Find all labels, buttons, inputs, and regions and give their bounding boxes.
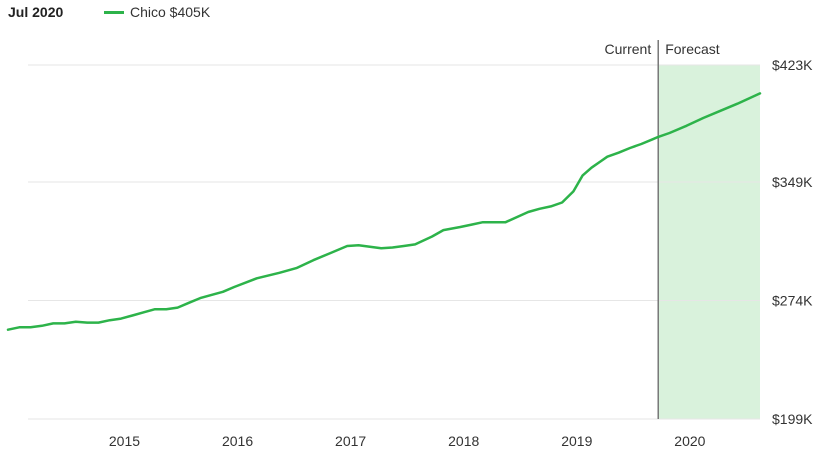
legend-item[interactable]: Chico $405K	[104, 4, 210, 20]
legend-label: Chico $405K	[130, 4, 211, 20]
y-tick-label: $199K	[772, 411, 813, 427]
chart-header: Jul 2020 Chico $405K	[0, 0, 823, 30]
x-tick-label: 2015	[109, 433, 140, 449]
x-tick-label: 2016	[222, 433, 253, 449]
x-tick-label: 2017	[335, 433, 366, 449]
forecast-label: Forecast	[665, 41, 720, 57]
x-tick-label: 2020	[674, 433, 705, 449]
y-tick-label: $423K	[772, 57, 813, 73]
grid-lines	[28, 64, 760, 420]
y-tick-label: $274K	[772, 292, 813, 308]
y-axis: $423K $349K $274K $199K	[772, 57, 813, 427]
current-label: Current	[605, 41, 652, 57]
x-axis: 2015 2016 2017 2018 2019 2020	[109, 433, 706, 449]
date-label: Jul 2020	[8, 4, 64, 20]
legend-swatch	[104, 10, 124, 14]
y-tick-label: $349K	[772, 174, 813, 190]
x-tick-label: 2018	[448, 433, 479, 449]
series-line-chico[interactable]	[6, 92, 762, 331]
x-tick-label: 2019	[561, 433, 592, 449]
forecast-region	[658, 65, 760, 419]
